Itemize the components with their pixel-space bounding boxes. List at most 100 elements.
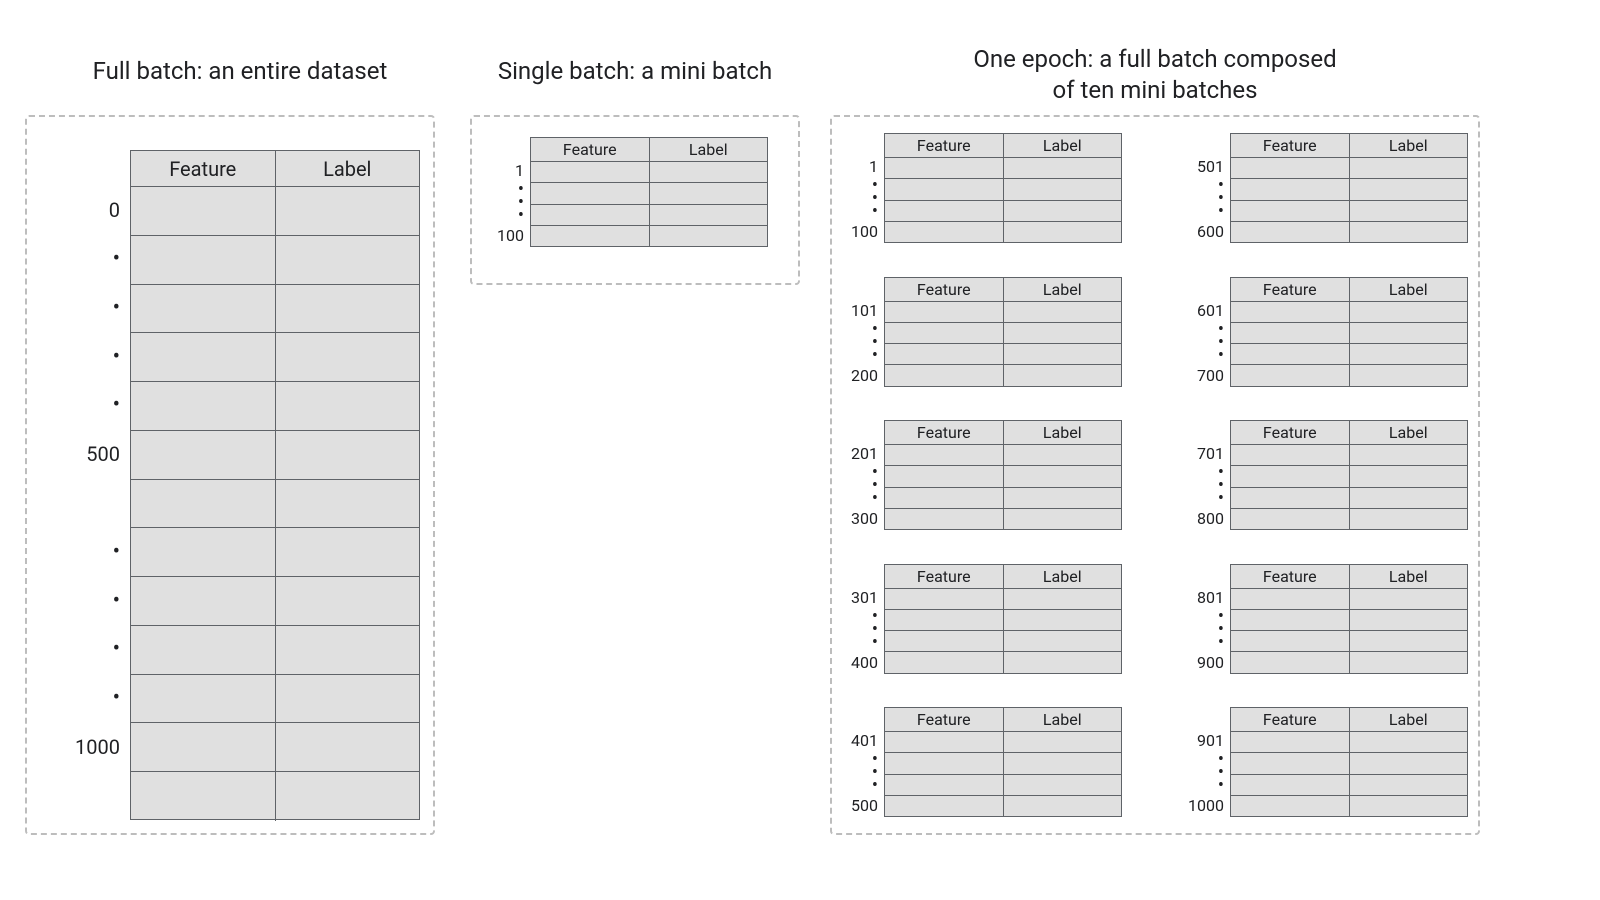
- mini-batch-row: [1231, 652, 1467, 672]
- mini-batch-table: FeatureLabel: [884, 420, 1122, 530]
- full-batch-row-labels: 0••••500••••1000: [40, 150, 120, 820]
- mini-batch-row: [885, 365, 1121, 385]
- mini-header-label: Label: [1004, 708, 1122, 731]
- mini-header-feature: Feature: [1231, 565, 1350, 588]
- mini-header-feature: Feature: [885, 278, 1004, 301]
- epoch-mini-batch: 601•••700FeatureLabel: [1188, 277, 1468, 387]
- mini-batch-table: FeatureLabel: [1230, 564, 1468, 674]
- mini-header-label: Label: [1004, 278, 1122, 301]
- mini-end-label: 200: [842, 366, 878, 385]
- mini-row-labels: 201•••300: [842, 420, 884, 530]
- mini-start-label: 901: [1188, 731, 1224, 750]
- mini-start-label: 501: [1188, 157, 1224, 176]
- mini-end-label: 900: [1188, 653, 1224, 672]
- mini-batch-row: [885, 589, 1121, 610]
- row-dot: •: [113, 295, 120, 320]
- mini-end-label: 600: [1188, 222, 1224, 241]
- mini-header-feature: Feature: [885, 134, 1004, 157]
- mini-row-labels: 501•••600: [1188, 133, 1230, 243]
- mini-start-label: 1: [488, 161, 524, 180]
- row-index-label: 500: [86, 442, 120, 466]
- mini-batch-table: FeatureLabel: [884, 564, 1122, 674]
- mini-end-label: 100: [488, 226, 524, 245]
- mini-start-label: 701: [1188, 444, 1224, 463]
- mini-batch-table: FeatureLabel: [1230, 420, 1468, 530]
- epoch-mini-batch: 101•••200FeatureLabel: [842, 277, 1122, 387]
- mini-start-label: 101: [842, 301, 878, 320]
- mini-batch-row: [1231, 466, 1467, 487]
- mini-batch-row: [1231, 158, 1467, 179]
- mini-batch-header: FeatureLabel: [1231, 278, 1467, 302]
- mini-batch-row: [885, 179, 1121, 200]
- mini-batch-row: [531, 205, 767, 226]
- mini-end-label: 800: [1188, 509, 1224, 528]
- row-dot: •: [1188, 783, 1224, 789]
- mini-row-labels: 701•••800: [1188, 420, 1230, 530]
- row-dot: •: [113, 393, 120, 418]
- mini-batch-row: [1231, 610, 1467, 631]
- mini-batch-row: [1231, 631, 1467, 652]
- mini-batch-header: FeatureLabel: [531, 138, 767, 162]
- mini-end-label: 500: [842, 796, 878, 815]
- mini-batch-header: FeatureLabel: [885, 134, 1121, 158]
- epoch-grid: 1•••100FeatureLabel101•••200FeatureLabel…: [830, 115, 1480, 835]
- mini-batch-row: [1231, 323, 1467, 344]
- row-dot: •: [1188, 353, 1224, 359]
- mini-batch-row: [885, 445, 1121, 466]
- mini-header-feature: Feature: [1231, 708, 1350, 731]
- mini-batch-row: [885, 201, 1121, 222]
- mini-batch-row: [1231, 775, 1467, 796]
- row-dot: •: [842, 640, 878, 646]
- mini-batch-row: [885, 302, 1121, 323]
- mini-batch-row: [1231, 344, 1467, 365]
- mini-row-labels: 1•••100: [488, 137, 530, 247]
- mini-header-label: Label: [650, 138, 768, 161]
- mini-batch-row: [531, 183, 767, 204]
- mini-batch-table: FeatureLabel: [884, 133, 1122, 243]
- mini-batch-row: [885, 610, 1121, 631]
- mini-start-label: 1: [842, 157, 878, 176]
- row-dot: •: [1188, 209, 1224, 215]
- mini-start-label: 401: [842, 731, 878, 750]
- mini-header-feature: Feature: [531, 138, 650, 161]
- mini-header-label: Label: [1350, 134, 1468, 157]
- epoch-title-line1: One epoch: a full batch composed: [973, 45, 1336, 73]
- row-dot: •: [842, 496, 878, 502]
- mini-start-label: 201: [842, 444, 878, 463]
- mini-header-label: Label: [1350, 708, 1468, 731]
- row-dot: •: [113, 637, 120, 662]
- mini-batch-row: [885, 631, 1121, 652]
- mini-header-feature: Feature: [1231, 278, 1350, 301]
- mini-batch-row: [1231, 796, 1467, 816]
- full-batch-header-label: Label: [276, 151, 420, 186]
- full-batch-row: [131, 333, 419, 382]
- full-batch-header: Feature Label: [131, 151, 419, 187]
- row-dot: •: [842, 783, 878, 789]
- row-index-label: 1000: [75, 735, 120, 759]
- full-batch-row: [131, 285, 419, 334]
- mini-batch-row: [885, 344, 1121, 365]
- mini-end-label: 1000: [1188, 796, 1224, 815]
- mini-header-feature: Feature: [885, 708, 1004, 731]
- mini-header-feature: Feature: [885, 421, 1004, 444]
- mini-batch-row: [1231, 732, 1467, 753]
- mini-batch-header: FeatureLabel: [885, 278, 1121, 302]
- mini-batch-row: [885, 488, 1121, 509]
- mini-batch-row: [885, 222, 1121, 242]
- mini-header-feature: Feature: [885, 565, 1004, 588]
- mini-header-label: Label: [1004, 421, 1122, 444]
- mini-end-label: 300: [842, 509, 878, 528]
- mini-end-label: 400: [842, 653, 878, 672]
- mini-batch-table: FeatureLabel: [530, 137, 768, 247]
- epoch-mini-batch: 701•••800FeatureLabel: [1188, 420, 1468, 530]
- mini-start-label: 801: [1188, 588, 1224, 607]
- mini-batch-table: FeatureLabel: [1230, 277, 1468, 387]
- row-dot: •: [488, 213, 524, 219]
- mini-batch-row: [1231, 201, 1467, 222]
- full-batch-title: Full batch: an entire dataset: [70, 56, 410, 87]
- epoch-mini-batch: 901•••1000FeatureLabel: [1188, 707, 1468, 817]
- mini-start-label: 601: [1188, 301, 1224, 320]
- mini-batch-header: FeatureLabel: [885, 708, 1121, 732]
- mini-batch-row: [1231, 509, 1467, 529]
- epoch-mini-batch: 301•••400FeatureLabel: [842, 564, 1122, 674]
